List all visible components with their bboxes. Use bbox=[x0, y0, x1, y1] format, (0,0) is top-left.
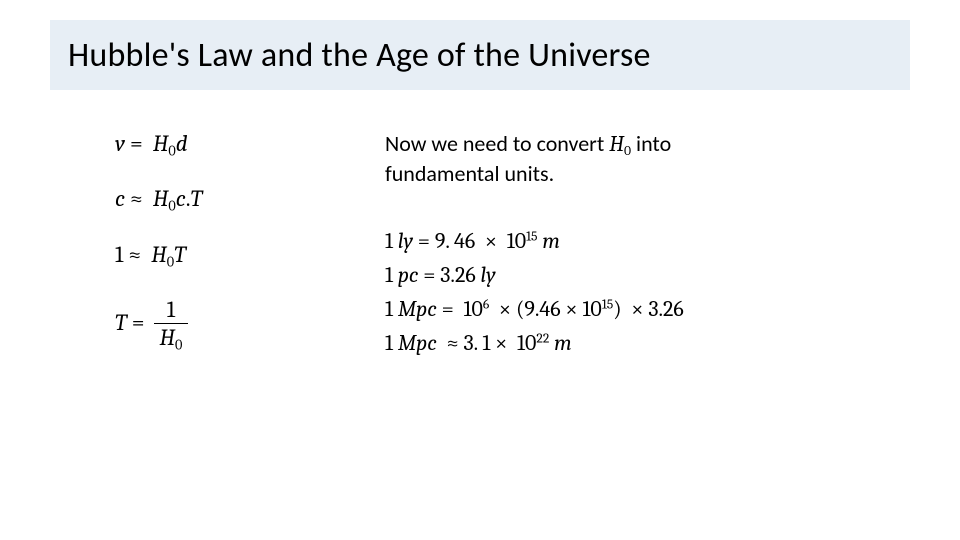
ly-value: 9. 46 bbox=[435, 228, 475, 254]
eq1-rel: = bbox=[130, 130, 148, 157]
title-bar: Hubble's Law and the Age of the Universe bbox=[50, 20, 910, 90]
eq3-lhs: 1 bbox=[115, 241, 123, 268]
conv-row-mpc: 1 Mpc = 106 × (9.46 × 1015) × 3.26 bbox=[385, 292, 925, 326]
equation-2: c ≈ H0c.T bbox=[115, 185, 375, 214]
mpc-exp2: 15 bbox=[602, 297, 613, 312]
note-line1-post: into bbox=[631, 130, 671, 157]
equation-1: v = H0d bbox=[115, 130, 375, 159]
conversion-list: 1 ly = 9. 46 × 1015 m 1 pc = 3.26 ly 1 M… bbox=[385, 224, 925, 360]
mpc-approx-exp: 22 bbox=[536, 331, 549, 346]
unit-m-2: m bbox=[554, 330, 572, 356]
equation-4: T = 1 H0 bbox=[115, 296, 375, 353]
unit-mpc: Mpc bbox=[398, 296, 437, 322]
ten-4: 10 bbox=[517, 330, 536, 356]
unit-mpc-2: Mpc bbox=[398, 330, 437, 356]
page-title: Hubble's Law and the Age of the Universe bbox=[68, 35, 651, 76]
equation-3: 1 ≈ H0T bbox=[115, 241, 375, 270]
eq4-fraction: 1 H0 bbox=[154, 296, 189, 353]
eq4-den: H0 bbox=[154, 323, 189, 353]
eq1-lhs: v bbox=[115, 130, 125, 157]
pc-value: 3.26 bbox=[440, 262, 475, 288]
note-line2: fundamental units. bbox=[385, 160, 554, 187]
eq4-rel: = bbox=[132, 309, 150, 336]
conv-row-pc: 1 pc = 3.26 ly bbox=[385, 258, 925, 292]
conversion-note: Now we need to convert H0 into fundament… bbox=[385, 130, 925, 188]
unit-pc: pc bbox=[398, 262, 419, 288]
eq3-rel: ≈ bbox=[128, 241, 146, 268]
mpc-val2: 9.46 bbox=[524, 296, 560, 322]
note-line1-pre: Now we need to convert bbox=[385, 130, 609, 157]
ten-3: 10 bbox=[582, 296, 601, 322]
conv-row-mpc-approx: 1 Mpc ≈ 3. 1 × 1022 m bbox=[385, 326, 925, 360]
mpc-val3: 3.26 bbox=[648, 296, 683, 322]
unit-ly-2: ly bbox=[481, 262, 496, 288]
equations-column: v = H0d c ≈ H0c.T 1 ≈ H0T T = 1 H0 bbox=[115, 130, 375, 379]
eq4-num: 1 bbox=[154, 296, 189, 323]
eq2-lhs: c bbox=[115, 185, 125, 212]
ly-exp: 15 bbox=[526, 229, 537, 244]
mpc-approx-val: 3. 1 bbox=[464, 330, 491, 356]
eq2-rel: ≈ bbox=[130, 185, 148, 212]
unit-ly: ly bbox=[398, 228, 413, 254]
ten-1: 10 bbox=[507, 228, 526, 254]
notes-column: Now we need to convert H0 into fundament… bbox=[385, 130, 925, 360]
ten-2: 10 bbox=[464, 296, 483, 322]
unit-m-1: m bbox=[542, 228, 560, 254]
conv-row-ly: 1 ly = 9. 46 × 1015 m bbox=[385, 224, 925, 258]
eq4-lhs: T bbox=[115, 309, 127, 336]
mpc-exp1: 6 bbox=[483, 297, 489, 312]
